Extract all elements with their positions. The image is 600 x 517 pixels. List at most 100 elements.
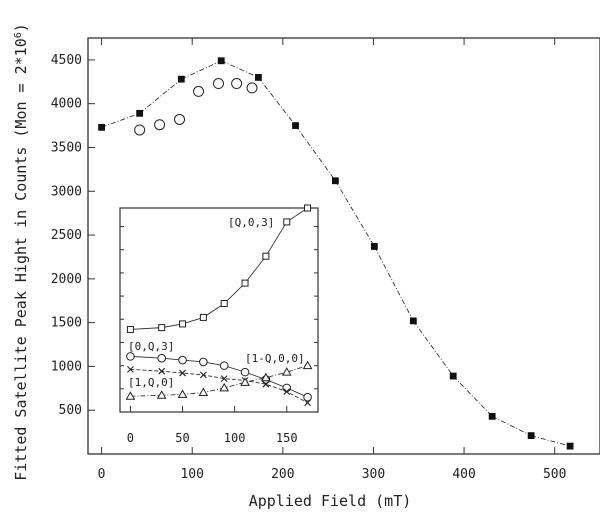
y-axis-title-close: ) [12,23,30,32]
inset-data-point [198,387,209,397]
y-axis-title-text: Fitted Satellite Peak Hight in Counts (M… [12,38,30,481]
inset-data-point [177,389,188,398]
data-point-circle [134,124,146,136]
data-point-square [409,317,417,325]
x-tick-label: 100 [180,467,203,482]
x-tick-label: 200 [271,467,294,482]
inset-data-point [126,325,134,333]
inset-data-point [302,360,313,370]
series-line-segment [491,415,532,437]
data-point-square [254,74,262,81]
y-tick-label: 2500 [51,228,82,243]
y-tick-label: 2000 [51,272,82,287]
inset-series [125,204,313,407]
inset-data-point [126,352,135,361]
data-point-square [136,109,144,117]
inset-x-tick-label: 50 [175,431,189,445]
series-line-segment [335,180,375,247]
inset-data-point [157,353,166,363]
inset-data-point [199,371,207,379]
main-ticks: 0 100 200 300 400 500 500 1000 1500 2000 2500 3000 3… [51,38,566,482]
inset-data-point [261,372,271,382]
inset-data-point [240,377,250,386]
data-point-circle [212,78,224,90]
inset-data-point [220,375,228,383]
inset-x-tick-label: 100 [224,431,246,445]
inset-data-point [283,218,291,226]
series-line-segment [373,246,414,322]
data-point-square [331,177,339,185]
y-tick-label: 1500 [51,316,82,331]
data-point-square [370,243,378,250]
x-axis-title: Applied Field (mT) [249,492,412,510]
series-line-segment [531,435,571,447]
inset-data-point [158,367,166,375]
series-line-segment [295,125,336,182]
data-point-square [527,432,535,440]
series-line-segment [181,60,222,80]
annotation-1q0: [1,Q,0] [128,376,174,389]
data-point-circle [154,119,166,131]
inset-data-point [179,369,186,377]
y-tick-label: 3000 [51,184,82,199]
inset-data-point [125,391,136,400]
inset-data-point [219,382,230,392]
data-point-circle [246,82,258,94]
data-point-square [217,57,225,65]
inset-data-point [220,300,228,308]
data-point-square [98,123,105,131]
data-point-square [449,372,457,380]
series-line-segment [221,60,259,78]
annotation-0q3: [0,Q,3] [128,340,174,353]
series-line-segment [452,375,493,417]
inset-data-point [304,399,311,407]
inset-data-point [240,367,250,377]
inset-ticks: 0 50 100 150 [120,226,318,445]
annotation-q03: [Q,0,3] [228,216,274,229]
x-tick-label: 500 [543,467,566,482]
series-line-segment [258,77,296,126]
data-point-circle [174,113,186,125]
inset-data-point [241,279,249,287]
inset-series-line [130,368,308,404]
data-point-square [566,442,574,450]
data-point-square [488,412,496,420]
inset-data-point [199,313,207,321]
data-point-square [177,75,185,83]
inset-data-point [178,355,187,365]
inset-frame [119,207,319,413]
inset-data-point [127,365,134,373]
inset-data-point [283,388,291,395]
y-axis-title: Fitted Satellite Peak Hight in Counts (M… [12,23,30,481]
x-tick-label: 0 [98,467,106,482]
plot-frame [87,37,600,455]
inset-data-point [282,383,292,393]
data-point-circle [193,85,205,97]
x-tick-label: 300 [362,467,385,482]
inset-data-point [281,367,292,376]
inset-data-point [219,361,229,370]
main-series [98,57,574,450]
y-tick-label: 1000 [51,359,82,374]
inset-data-point [262,380,270,388]
inset-data-point [179,320,187,328]
inset-data-point [262,252,270,260]
y-tick-label: 4500 [51,53,82,68]
x-tick-label: 400 [452,467,475,482]
annotation-1q00: [1-Q,0,0] [245,352,305,365]
y-tick-label: 500 [59,403,82,418]
series-line-segment [139,78,182,114]
series-line-segment [412,320,454,377]
inset-data-point [158,324,166,332]
inset-data-point [303,392,312,402]
inset-data-point [304,204,312,212]
y-tick-label: 4000 [51,97,82,112]
inset-x-tick-label: 150 [276,431,298,445]
data-point-square [292,122,299,129]
inset-data-point [156,390,167,399]
data-point-circle [231,78,243,90]
series-line-segment [101,112,140,128]
y-tick-label: 3500 [51,140,82,155]
inset-data-point [199,357,208,367]
